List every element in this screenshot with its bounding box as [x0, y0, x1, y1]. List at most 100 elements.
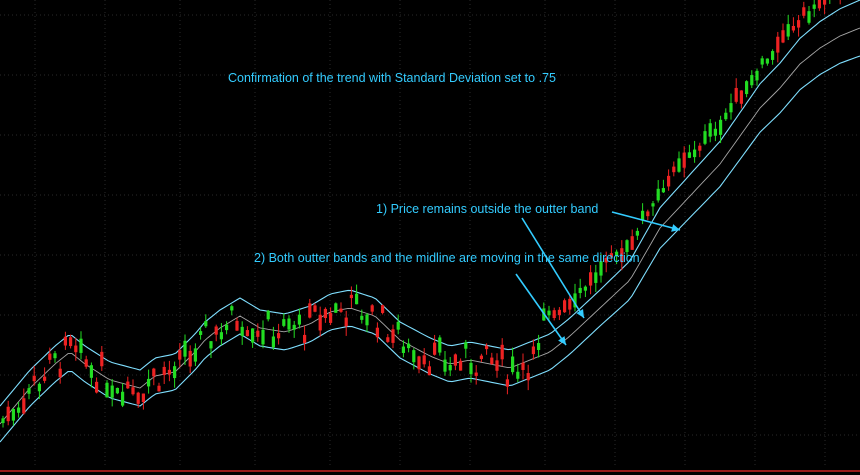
candle-body	[287, 318, 291, 330]
candle-body	[589, 272, 593, 286]
candle-body	[84, 359, 88, 367]
candle-body	[719, 119, 723, 135]
candle-body	[329, 313, 333, 323]
std-dev-bands	[0, 0, 860, 443]
candle-body	[407, 343, 411, 349]
candle-body	[277, 333, 281, 339]
chart-annotation-1: 1) Price remains outside the outter band	[376, 202, 598, 216]
candle-body	[547, 310, 551, 316]
candle-body	[199, 331, 203, 335]
chart-annotation-2: 2) Both outter bands and the midline are…	[254, 251, 640, 265]
candle-body	[620, 248, 624, 263]
candle-body	[375, 327, 379, 338]
candle-body	[672, 166, 676, 173]
candle-body	[214, 326, 218, 335]
arrow-to-price	[611, 211, 681, 231]
candle-body	[251, 328, 255, 343]
candle-body	[802, 7, 806, 16]
upper-band	[0, 0, 860, 407]
candle-body	[136, 392, 140, 404]
candle-body	[677, 158, 681, 172]
candle-body	[131, 387, 135, 395]
candle-body	[110, 385, 114, 398]
candle-body	[635, 230, 639, 236]
candle-body	[401, 346, 405, 354]
candle-body	[266, 310, 270, 320]
candle-body	[152, 368, 156, 377]
candle-body	[157, 385, 161, 392]
candle-body	[225, 324, 229, 331]
candle-body	[615, 251, 619, 257]
candle-body	[37, 383, 41, 392]
candle-body	[256, 330, 260, 337]
candle-body	[755, 70, 759, 81]
candle-body	[79, 338, 83, 353]
candle-body	[573, 293, 577, 308]
candle-body	[27, 388, 31, 394]
candle-body	[209, 341, 213, 349]
candle-body	[438, 337, 442, 353]
candle-body	[661, 188, 665, 193]
candle-body	[141, 393, 145, 403]
candle-body	[386, 337, 390, 342]
candle-body	[297, 314, 301, 325]
candle-body	[355, 293, 359, 305]
candle-body	[469, 362, 473, 375]
midline	[0, 27, 860, 425]
candle-body	[485, 345, 489, 350]
candle-body	[360, 315, 364, 320]
candle-body	[245, 330, 249, 337]
candle-body	[11, 409, 15, 421]
candle-body	[448, 365, 452, 371]
chart-annotation-title: Confirmation of the trend with Standard …	[228, 71, 556, 85]
candle-body	[183, 340, 187, 357]
candle-body	[74, 345, 78, 353]
candle-body	[641, 210, 645, 221]
candle-body	[724, 112, 728, 120]
candle-body	[812, 4, 816, 9]
candle-body	[583, 286, 587, 291]
candle-body	[188, 350, 192, 367]
candle-body	[22, 398, 26, 414]
candle-body	[511, 356, 515, 373]
candle-body	[126, 381, 130, 389]
candle-body	[552, 310, 556, 319]
candle-body	[537, 342, 541, 350]
candle-body	[646, 211, 650, 217]
candle-body	[443, 359, 447, 372]
candle-body	[235, 320, 239, 331]
arrow-to-price-head	[671, 224, 680, 232]
candle-body	[453, 354, 457, 366]
candle-body	[625, 240, 629, 253]
candle-body	[1, 418, 5, 424]
candle-body	[505, 379, 509, 387]
candle-body	[495, 360, 499, 371]
candle-body	[204, 321, 208, 327]
candle-body	[63, 336, 67, 346]
candle-body	[230, 306, 234, 311]
arrow-to-band-head	[576, 309, 584, 318]
candle-body	[734, 87, 738, 102]
candle-body	[474, 372, 478, 376]
candle-body	[313, 305, 317, 312]
candle-body	[219, 332, 223, 340]
annotation-arrows	[515, 211, 681, 346]
candle-body	[48, 353, 52, 360]
candle-body	[765, 58, 769, 64]
candle-body	[698, 145, 702, 151]
candle-body	[693, 149, 697, 158]
candle-body	[568, 298, 572, 310]
candle-body	[167, 369, 171, 375]
candle-body	[687, 152, 691, 158]
candle-body	[303, 334, 307, 343]
arrow-to-band	[521, 217, 585, 319]
candle-body	[193, 348, 197, 362]
candle-body	[17, 407, 21, 413]
candle-body	[682, 152, 686, 168]
candle-body	[713, 128, 717, 136]
candle-body	[6, 406, 10, 422]
candle-body	[578, 287, 582, 294]
candle-body	[53, 353, 57, 359]
candle-body	[422, 355, 426, 365]
